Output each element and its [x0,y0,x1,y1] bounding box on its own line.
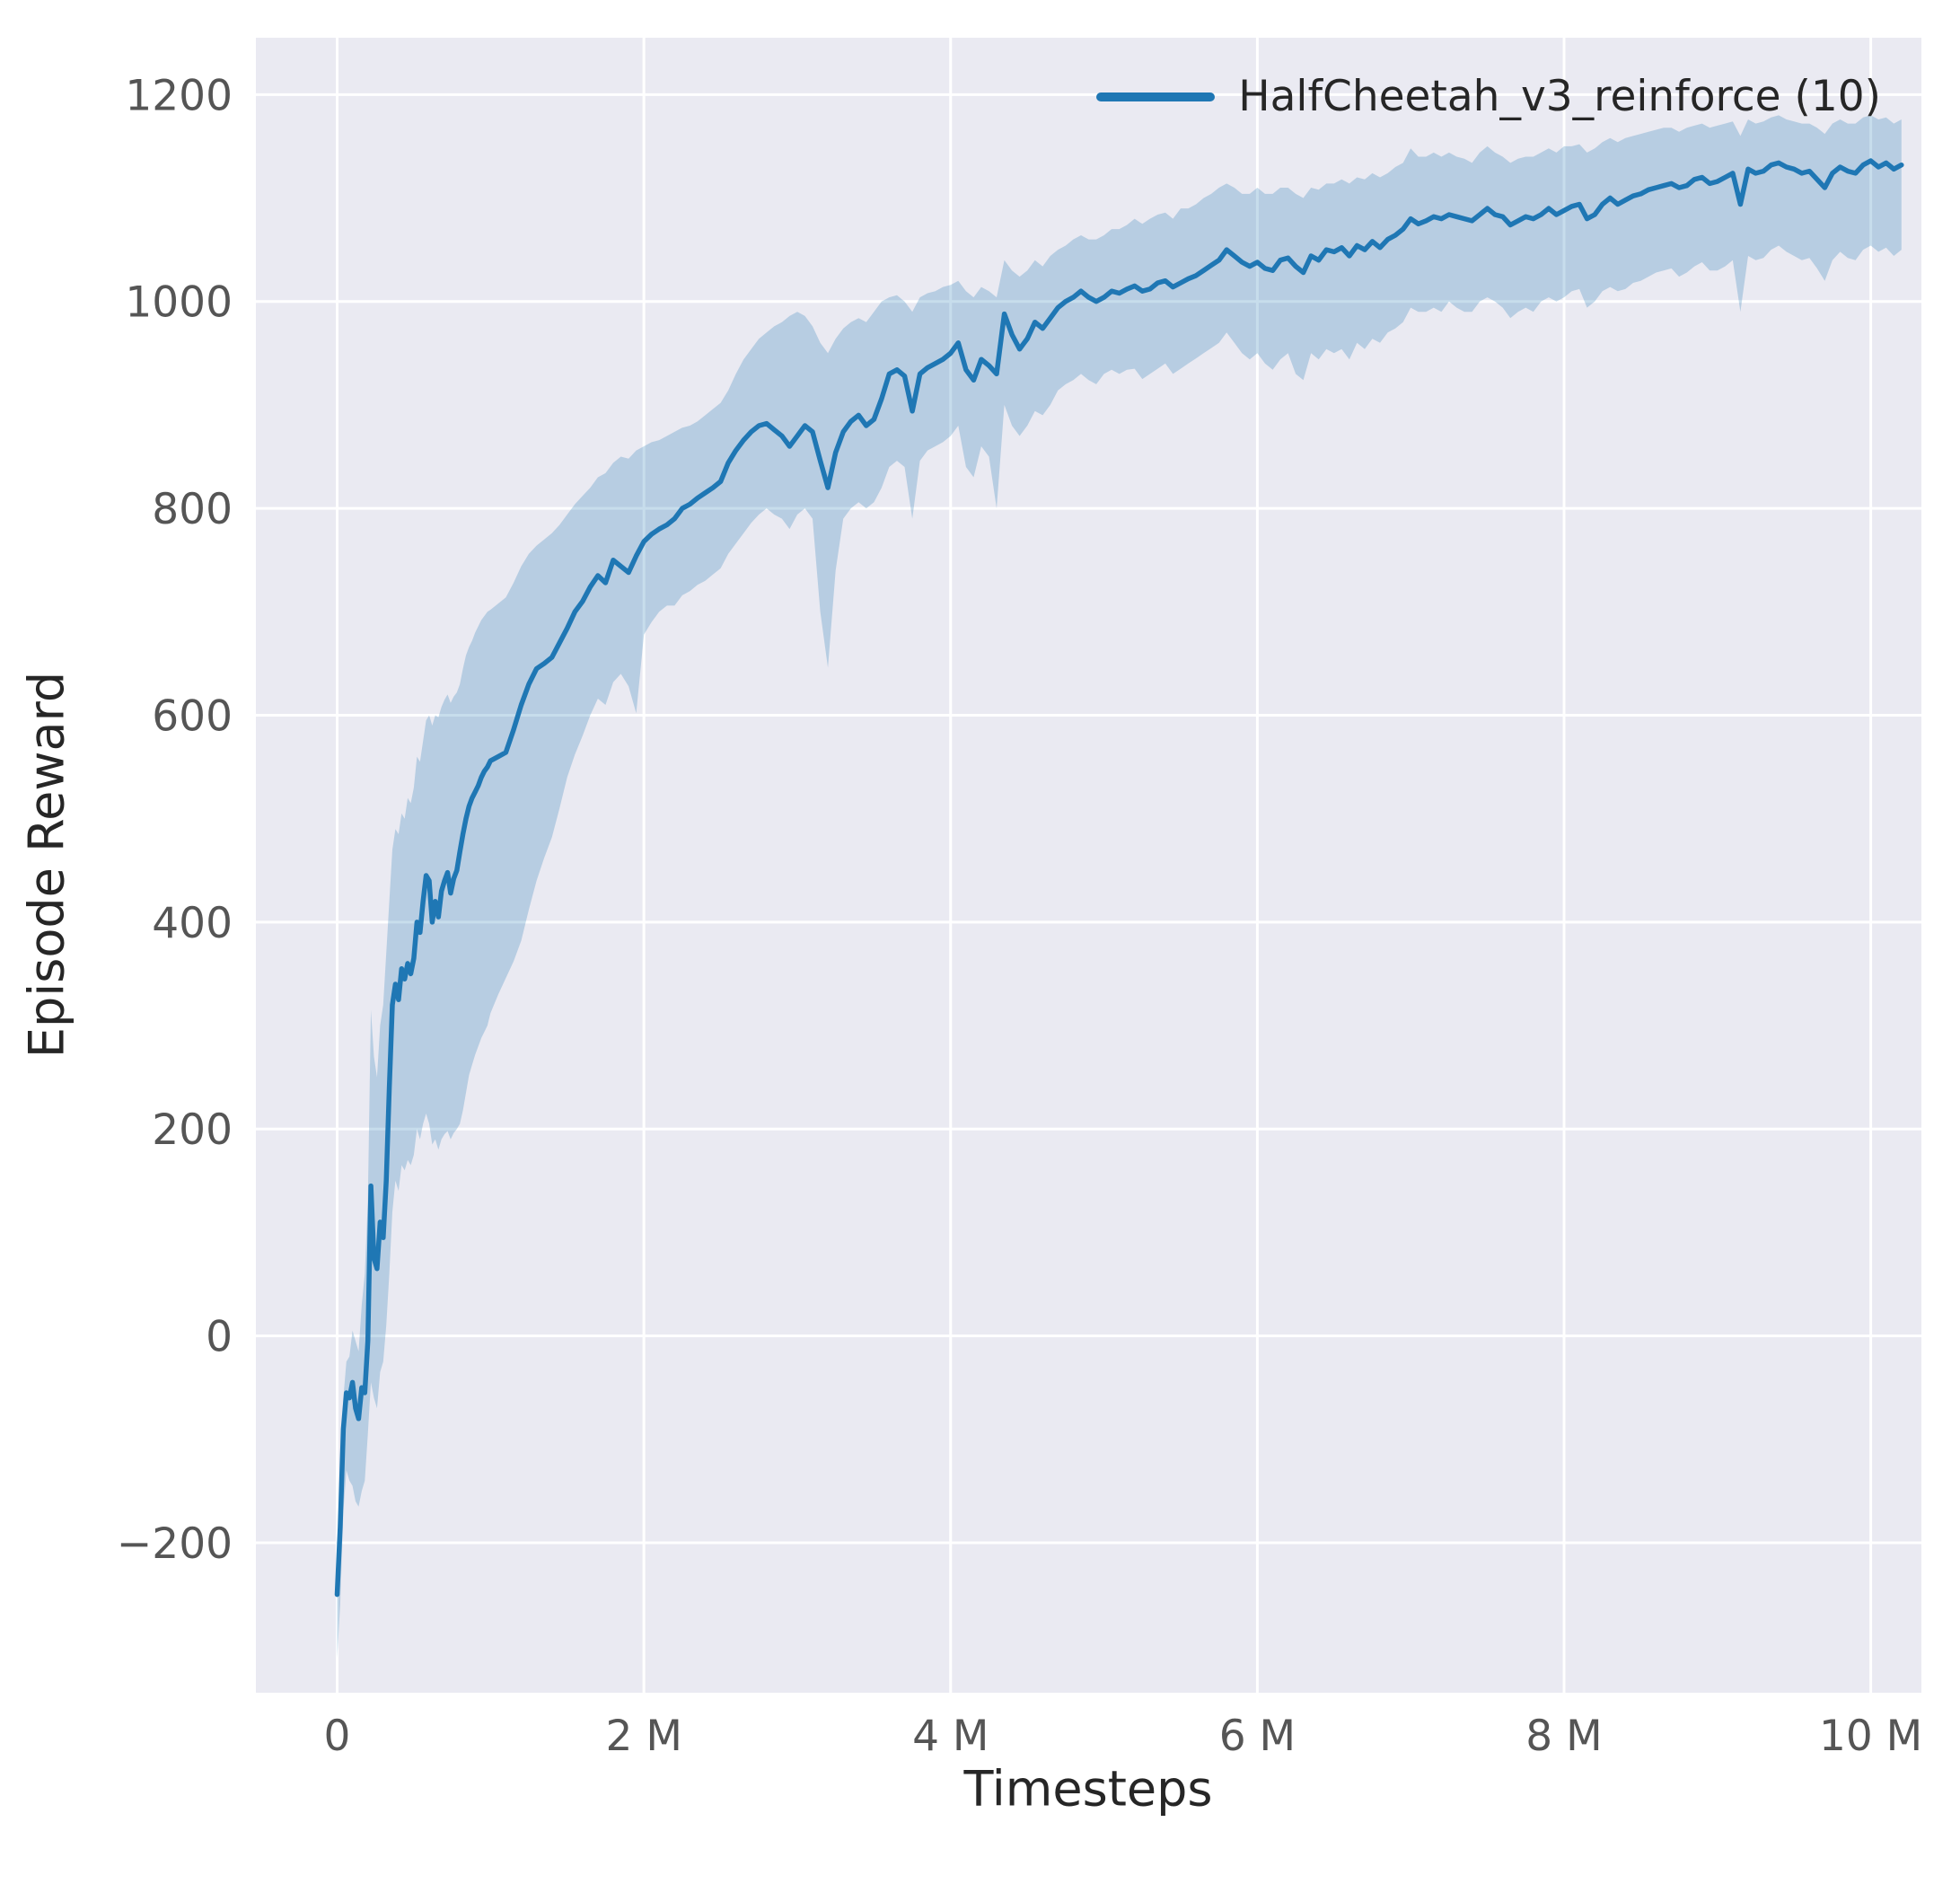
svg-text:600: 600 [152,692,233,742]
mean-line [334,158,1904,1598]
svg-text:400: 400 [152,899,233,948]
x-tick-labels: 0 2 M 4 M 6 M 8 M 10 M [324,1712,1923,1761]
svg-text:2 M: 2 M [605,1712,681,1761]
svg-text:0: 0 [206,1313,233,1362]
legend: HalfCheetah_v3_reinforce (10) [1096,72,1881,121]
x-axis-label: Timesteps [963,1760,1213,1818]
legend-line-swatch [1096,92,1216,101]
svg-text:200: 200 [152,1105,233,1155]
grid-lines [256,38,1921,1693]
svg-text:8 M: 8 M [1525,1712,1602,1761]
svg-text:1200: 1200 [125,71,233,120]
confidence-band [337,115,1902,1659]
svg-text:10 M: 10 M [1819,1712,1922,1761]
svg-text:−200: −200 [117,1519,233,1569]
svg-text:6 M: 6 M [1219,1712,1296,1761]
svg-text:0: 0 [324,1712,351,1761]
svg-text:800: 800 [152,485,233,534]
y-tick-labels: −200 0 200 400 600 800 1000 1200 [117,71,233,1569]
svg-text:1000: 1000 [125,278,233,328]
legend-label: HalfCheetah_v3_reinforce (10) [1238,72,1881,121]
y-axis-label: Episode Reward [18,671,75,1059]
svg-text:4 M: 4 M [912,1712,989,1761]
plot-background [256,38,1921,1693]
